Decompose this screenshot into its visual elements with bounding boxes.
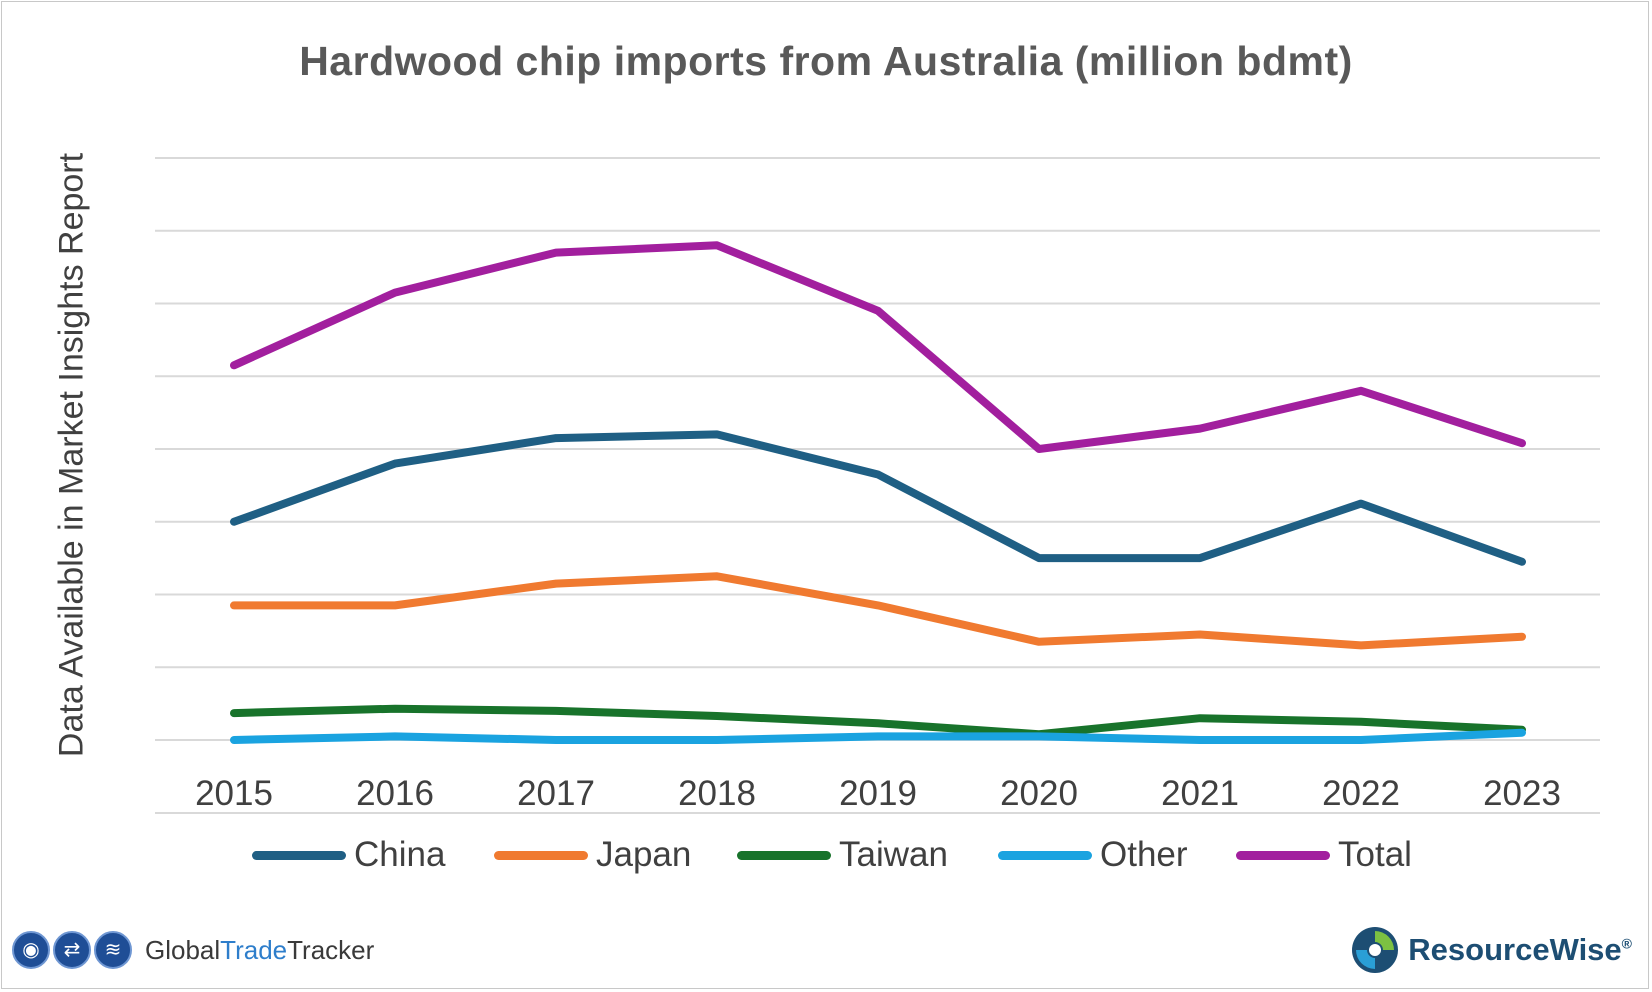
legend-label: China (354, 835, 446, 874)
series-line-japan (230, 572, 1526, 650)
legend-label: Total (1338, 835, 1412, 874)
legend-label: Japan (596, 835, 692, 874)
legend-item-total: Total (1236, 830, 1412, 880)
x-tick-label: 2017 (517, 774, 595, 813)
legend-swatch (737, 850, 831, 860)
trend-chart-icon: ≋ (94, 931, 132, 969)
x-tick-label: 2018 (678, 774, 756, 813)
gridlines (155, 157, 1600, 814)
series-line-total (230, 241, 1526, 453)
registered-mark: ® (1621, 935, 1632, 952)
x-tick-label: 2016 (356, 774, 434, 813)
gtt-word-global: Global (145, 934, 221, 965)
globaltradetracker-logo: ◉ ⇄ ≋ GlobalTradeTracker (12, 928, 374, 972)
legend-swatch (998, 850, 1092, 860)
gtt-word-tracker: Tracker (287, 934, 375, 965)
x-tick-label: 2020 (1000, 774, 1078, 813)
legend-item-taiwan: Taiwan (737, 830, 948, 880)
x-tick-label: 2019 (839, 774, 917, 813)
legend-label: Taiwan (839, 835, 948, 874)
x-tick-label: 2022 (1322, 774, 1400, 813)
x-tick-label: 2023 (1483, 774, 1561, 813)
series-line-other (230, 728, 1526, 744)
legend-item-other: Other (998, 830, 1188, 880)
globaltradetracker-wordmark: GlobalTradeTracker (145, 935, 374, 966)
x-tick-labels: 2015 2016 2017 2018 2019 2020 2021 2022 2023 (195, 774, 1561, 813)
legend-swatch (494, 850, 588, 860)
x-tick-label: 2015 (195, 774, 273, 813)
legend-swatch (1236, 850, 1330, 860)
resourcewise-wordmark: ResourceWise® (1408, 932, 1632, 968)
globe-icon: ◉ (12, 931, 50, 969)
legend-item-china: China (252, 830, 445, 880)
series-line-taiwan (230, 704, 1526, 739)
series-line-china (230, 430, 1526, 566)
resourcewise-logo: ResourceWise® (1350, 922, 1632, 978)
resourcewise-swirl-icon (1352, 927, 1399, 973)
legend: China Japan Taiwan Other Total (0, 830, 1652, 880)
x-tick-label: 2021 (1161, 774, 1239, 813)
legend-label: Other (1100, 835, 1188, 874)
resourcewise-name: ResourceWise (1408, 932, 1622, 967)
legend-item-japan: Japan (494, 830, 691, 880)
legend-swatch (252, 850, 346, 860)
exchange-arrows-icon: ⇄ (53, 931, 91, 969)
gtt-word-trade: Trade (220, 934, 288, 965)
series-lines (230, 241, 1526, 744)
chart-title: Hardwood chip imports from Australia (mi… (299, 38, 1353, 84)
